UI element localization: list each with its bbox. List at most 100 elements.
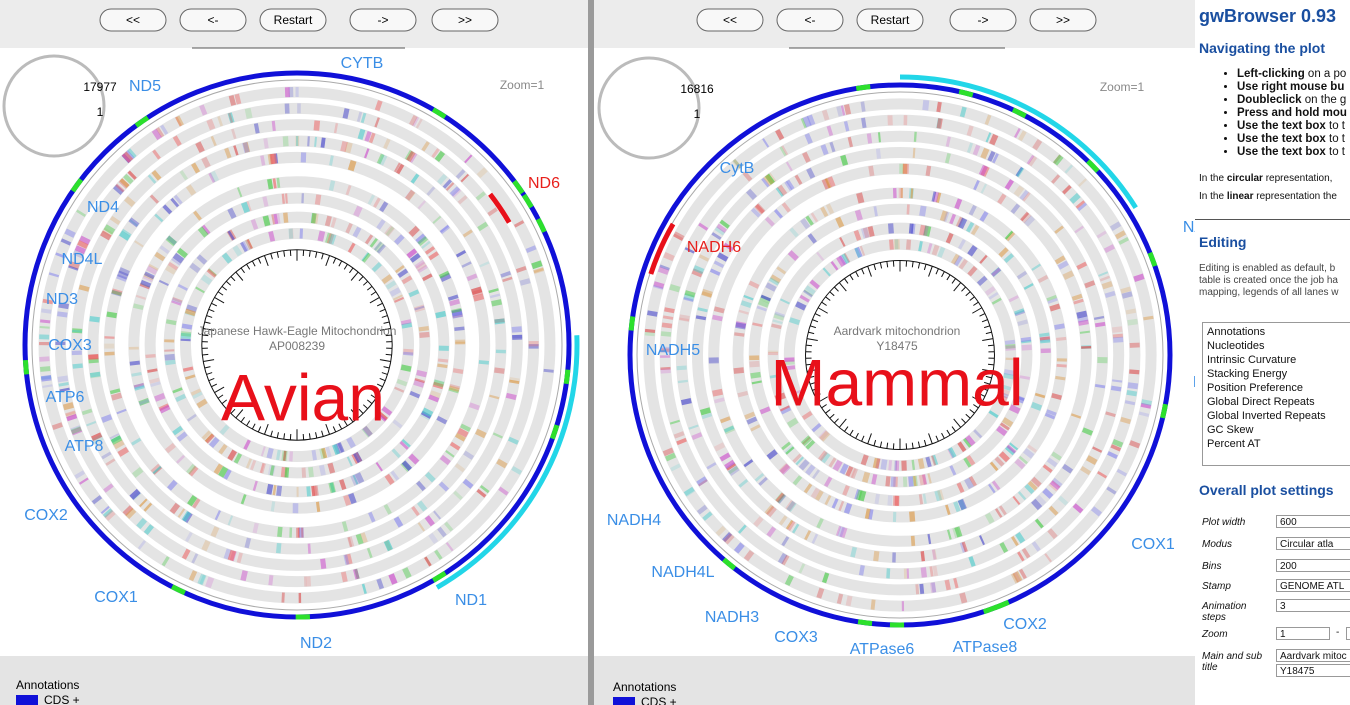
track-stripe — [748, 280, 760, 289]
track-stripe — [478, 360, 490, 365]
track-stripe — [785, 179, 795, 191]
track-stripe — [345, 184, 352, 196]
lane-item[interactable]: Annotations — [1207, 326, 1266, 338]
track-stripe — [417, 522, 426, 532]
track-stripe — [915, 584, 920, 595]
lane-item[interactable]: Intrinsic Curvature — [1207, 354, 1297, 366]
track-stripe — [906, 204, 910, 215]
track-stripe — [191, 162, 201, 174]
setting-input[interactable]: 3 — [1276, 599, 1350, 612]
track-stripe — [660, 331, 672, 337]
nav-button-label[interactable]: Restart — [871, 13, 910, 27]
setting-input[interactable]: GENOME ATL — [1276, 579, 1350, 592]
track-stripe — [234, 93, 242, 105]
scale-tick — [809, 325, 816, 329]
setting-input[interactable]: Y18475 — [1276, 664, 1350, 677]
track-stripe — [1077, 202, 1088, 212]
track-stripe — [845, 595, 853, 607]
scale-tick — [370, 394, 377, 399]
zoom-label: Zoom=1 — [1100, 80, 1145, 94]
track-stripe — [836, 105, 843, 117]
track-stripe — [1086, 455, 1098, 466]
track-stripe — [406, 248, 418, 259]
setting-input[interactable]: 16 — [1346, 627, 1350, 640]
track-stripe — [383, 539, 393, 552]
track-stripe — [252, 522, 259, 534]
nav-button[interactable] — [856, 8, 924, 32]
track-stripe — [764, 173, 775, 185]
lane-item[interactable]: Position Preference — [1207, 382, 1303, 394]
track-stripe — [683, 486, 695, 497]
track-stripe — [507, 436, 519, 445]
lane-item[interactable]: GC Skew — [1207, 424, 1254, 436]
text-line: Editing is enabled as default, b — [1199, 263, 1336, 274]
nav-button[interactable] — [179, 8, 247, 32]
track-stripe — [821, 572, 830, 584]
nav-button-label[interactable]: << — [126, 13, 140, 27]
track-stripe — [979, 211, 989, 222]
track-stripe — [887, 495, 893, 506]
track-stripe — [42, 298, 54, 305]
lane-item[interactable]: Stacking Energy — [1207, 368, 1288, 380]
text: circular — [1226, 173, 1263, 184]
lane-item[interactable]: Nucleotides — [1207, 340, 1265, 352]
scale-tick — [838, 418, 847, 428]
track-stripe — [117, 446, 129, 457]
nav-button[interactable] — [776, 8, 844, 32]
nav-button-label[interactable]: >> — [458, 13, 472, 27]
track-stripe — [57, 311, 68, 318]
nav-button-label[interactable]: <- — [804, 13, 815, 27]
track-stripe — [400, 319, 412, 326]
lane-item[interactable]: Percent AT — [1207, 438, 1261, 450]
setting-input[interactable]: 600 — [1276, 515, 1350, 528]
track-stripe — [129, 488, 141, 500]
track-stripe — [919, 583, 925, 595]
track-stripe — [764, 504, 775, 515]
track-stripe — [754, 203, 766, 215]
lane-item[interactable]: Global Direct Repeats — [1207, 396, 1315, 408]
track-stripe — [701, 291, 713, 298]
nav-button[interactable] — [259, 8, 327, 32]
track-stripe — [271, 120, 276, 132]
nav-button[interactable] — [1029, 8, 1097, 32]
track-stripe — [779, 146, 787, 157]
nav-button-label[interactable]: >> — [1056, 13, 1070, 27]
setting-input[interactable]: Aardvark mitoc — [1276, 649, 1350, 662]
nav-button[interactable] — [99, 8, 167, 32]
nav-button-label[interactable]: -> — [377, 13, 388, 27]
nav-button[interactable] — [431, 8, 499, 32]
track-stripe — [401, 460, 413, 471]
scale-tick — [283, 433, 286, 440]
track-stripe — [374, 241, 385, 253]
track-stripe — [381, 406, 393, 416]
track-stripe — [346, 456, 353, 467]
track-stripe — [219, 424, 230, 436]
nav-button[interactable] — [696, 8, 764, 32]
nav-button-label[interactable]: -> — [977, 13, 988, 27]
track-stripe — [789, 317, 801, 326]
track-stripe — [1046, 294, 1057, 302]
nav-button[interactable] — [949, 8, 1017, 32]
track-stripe — [792, 523, 800, 534]
setting-input[interactable]: 200 — [1276, 559, 1350, 572]
scale-tick — [325, 423, 331, 435]
track-stripe — [515, 265, 527, 273]
lane-list[interactable]: Annotations Nucleotides Intrinsic Curvatur… — [1202, 322, 1350, 466]
nav-button[interactable] — [349, 8, 417, 32]
lane-item[interactable]: Global Inverted Repeats — [1207, 410, 1326, 422]
nav-button-label[interactable]: << — [723, 13, 737, 27]
track-stripe — [917, 458, 925, 470]
setting-input[interactable]: Circular atla — [1276, 537, 1350, 550]
setting-input[interactable]: 1 — [1276, 627, 1330, 640]
scale-tick — [370, 291, 377, 296]
track-stripe — [195, 141, 205, 153]
track-stripe — [1112, 333, 1124, 339]
track-stripe — [706, 462, 717, 470]
track-stripe — [1022, 448, 1035, 459]
track-stripe — [994, 508, 1003, 518]
nav-button-label[interactable]: Restart — [274, 13, 313, 27]
track-stripe — [862, 227, 871, 239]
nav-button-label[interactable]: <- — [207, 13, 218, 27]
track-stripe — [753, 516, 764, 528]
track-stripe — [276, 485, 283, 497]
